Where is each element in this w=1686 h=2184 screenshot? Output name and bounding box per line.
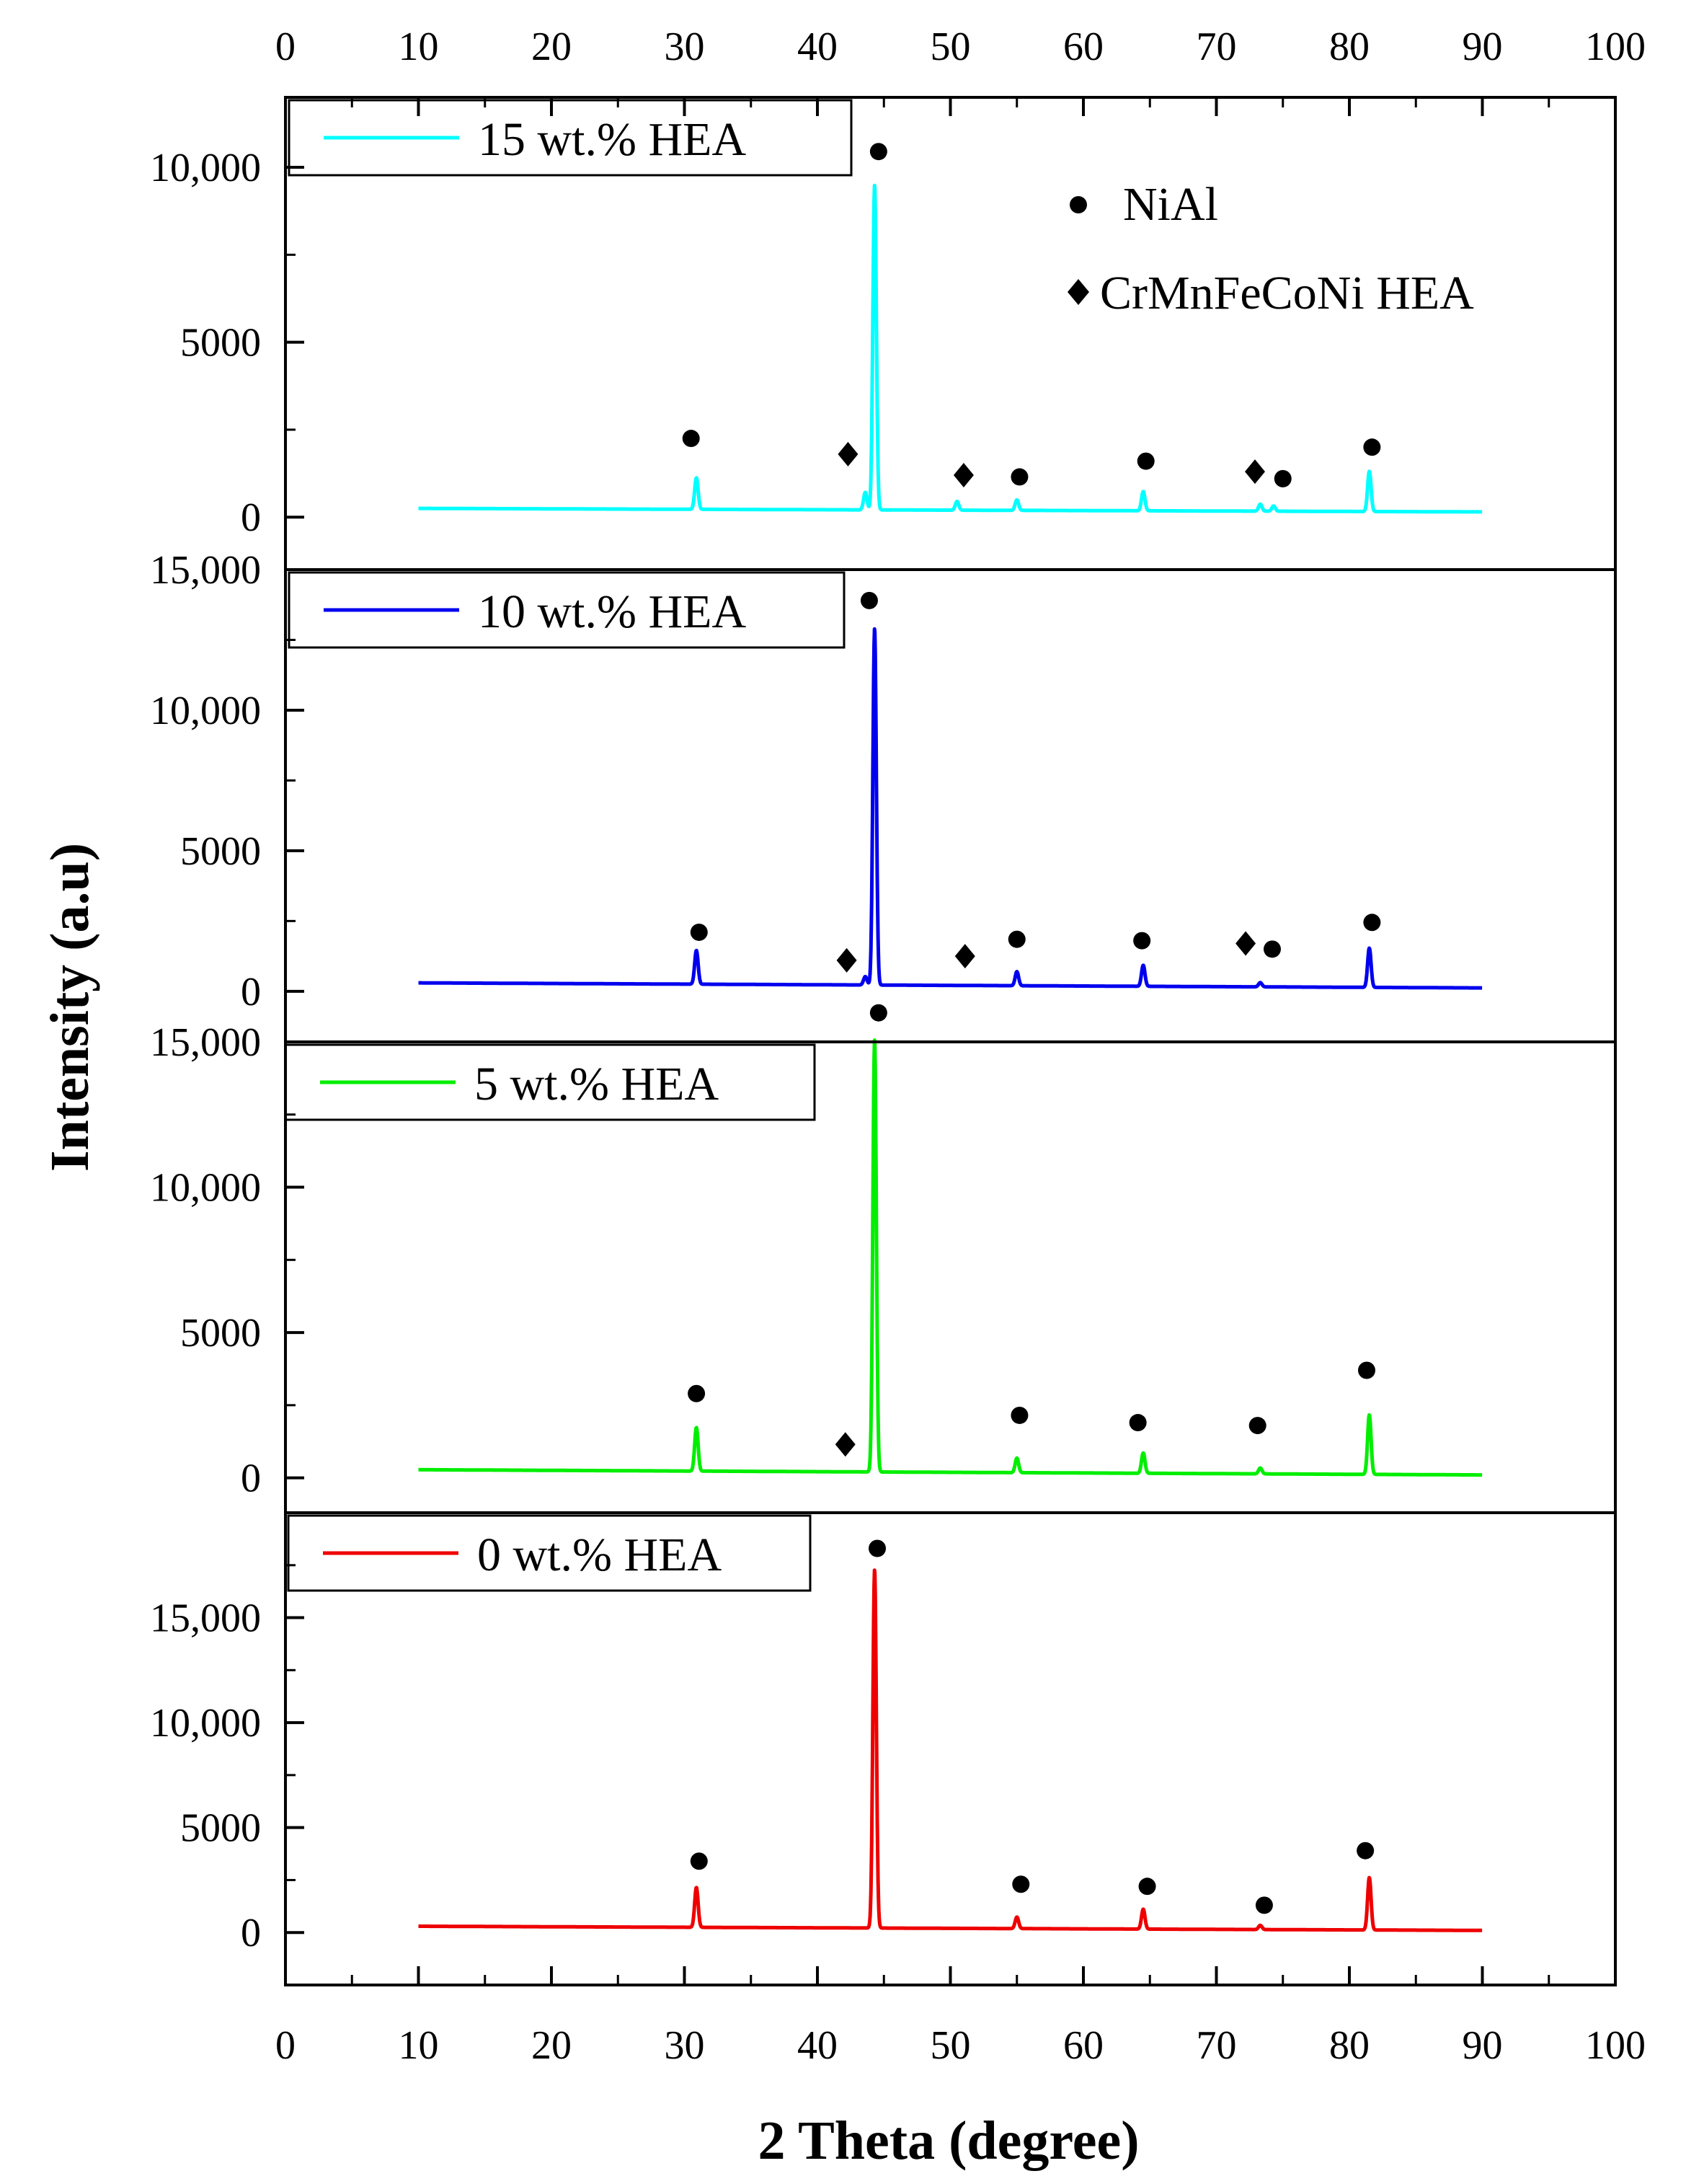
y-tick-label: 10,000 [150, 146, 261, 190]
nial-peak-marker [1263, 940, 1281, 958]
nial-peak-marker [1248, 1417, 1266, 1435]
y-tick-label: 10,000 [150, 1166, 261, 1211]
hea-legend-label: CrMnFeCoNi HEA [1100, 267, 1474, 319]
xrd-curve-0 [417, 183, 1484, 514]
y-axis-title: Intensity (a.u) [40, 843, 100, 1172]
nial-peak-marker [690, 923, 708, 941]
series-legend-label: 10 wt.% HEA [478, 585, 746, 638]
nial-legend-label: NiAl [1123, 178, 1218, 231]
y-tick-label: 10,000 [150, 689, 261, 733]
hea-peak-marker [1245, 459, 1266, 485]
x-bottom-tick-label: 20 [531, 2023, 572, 2068]
x-top-tick-label: 10 [399, 25, 439, 69]
x-top-tick-label: 100 [1585, 25, 1646, 69]
nial-peak-marker [1011, 1406, 1029, 1424]
nial-peak-marker [1357, 1361, 1375, 1379]
x-bottom-tick-label: 70 [1197, 2023, 1237, 2068]
y-tick-label: 0 [241, 1456, 261, 1501]
nial-peak-marker [690, 1852, 708, 1870]
xrd-curve-1 [417, 627, 1484, 990]
y-tick-label: 5000 [180, 829, 261, 874]
x-top-tick-label: 70 [1197, 25, 1237, 69]
series-legend-label: 0 wt.% HEA [477, 1529, 722, 1581]
y-tick-label: 0 [241, 1911, 261, 1955]
x-bottom-tick-label: 10 [399, 2023, 439, 2068]
nial-peak-marker [1363, 914, 1381, 932]
y-tick-label: 15,000 [150, 1596, 261, 1641]
x-top-tick-label: 60 [1063, 25, 1104, 69]
hea-peak-marker [838, 441, 858, 467]
nial-peak-marker [1363, 438, 1381, 456]
xrd-curve-3 [417, 1568, 1484, 1932]
nial-peak-marker [1008, 930, 1026, 948]
nial-peak-marker [1129, 1414, 1147, 1432]
x-top-tick-label: 20 [531, 25, 572, 69]
nial-peak-marker [1133, 932, 1151, 950]
x-top-tick-label: 50 [931, 25, 971, 69]
series-legend-label: 15 wt.% HEA [478, 113, 746, 166]
nial-peak-marker [682, 430, 700, 448]
hea-peak-marker [954, 944, 975, 969]
nial-peak-marker [688, 1384, 706, 1402]
y-tick-label: 5000 [180, 1311, 261, 1356]
nial-peak-marker [869, 1004, 887, 1022]
x-bottom-tick-label: 40 [797, 2023, 838, 2068]
y-tick-label: 15,000 [150, 1020, 261, 1065]
y-tick-label: 10,000 [150, 1701, 261, 1746]
nial-peak-marker [1137, 452, 1155, 470]
x-top-tick-label: 0 [275, 25, 296, 69]
axes-layer: 0500010,0000500010,00015,0000500010,0001… [150, 25, 1646, 2068]
nial-peak-marker [869, 143, 887, 161]
nial-peak-marker [860, 591, 878, 609]
nial-peak-marker [1255, 1896, 1273, 1914]
x-bottom-tick-label: 50 [931, 2023, 971, 2068]
series-legend-label: 5 wt.% HEA [474, 1058, 719, 1110]
y-tick-label: 0 [241, 970, 261, 1014]
nial-peak-marker [1012, 1875, 1030, 1893]
phase-legend: NiAl CrMnFeCoNi HEA [1068, 178, 1474, 319]
hea-peak-marker [836, 947, 857, 973]
nial-peak-marker [1274, 469, 1292, 487]
xrd-curve-2 [417, 1038, 1484, 1477]
hea-peak-marker [1235, 931, 1256, 956]
x-top-tick-label: 40 [797, 25, 838, 69]
x-axis-title: 2 Theta (degree) [758, 2110, 1139, 2171]
nial-peak-marker [1138, 1878, 1156, 1896]
hea-peak-marker [953, 463, 974, 487]
panels-layer: 15 wt.% HEA 10 wt.% HEA 5 wt.% HEA 0 wt.% H… [284, 99, 1484, 1932]
x-bottom-tick-label: 30 [665, 2023, 705, 2068]
x-bottom-tick-label: 80 [1329, 2023, 1370, 2068]
x-top-tick-label: 80 [1329, 25, 1370, 69]
x-bottom-tick-label: 0 [275, 2023, 296, 2068]
nial-peak-marker [1011, 468, 1029, 486]
x-bottom-tick-label: 90 [1463, 2023, 1503, 2068]
hea-legend-icon [1068, 279, 1089, 305]
panel-0: 15 wt.% HEA [288, 99, 1484, 514]
y-tick-label: 0 [241, 495, 261, 540]
x-bottom-tick-label: 60 [1063, 2023, 1104, 2068]
panel-1: 10 wt.% HEA [288, 571, 1484, 990]
x-top-tick-label: 30 [665, 25, 705, 69]
panel-3: 0 wt.% HEA [287, 1514, 1484, 1932]
y-tick-label: 15,000 [150, 548, 261, 593]
nial-peak-marker [1357, 1842, 1375, 1860]
hea-peak-marker [835, 1432, 856, 1457]
x-top-tick-label: 90 [1463, 25, 1503, 69]
panel-2: 5 wt.% HEA [284, 1004, 1484, 1477]
y-tick-label: 5000 [180, 321, 261, 366]
x-bottom-tick-label: 100 [1585, 2023, 1646, 2068]
nial-legend-icon [1070, 196, 1087, 213]
y-tick-label: 5000 [180, 1806, 261, 1851]
nial-peak-marker [869, 1539, 887, 1557]
